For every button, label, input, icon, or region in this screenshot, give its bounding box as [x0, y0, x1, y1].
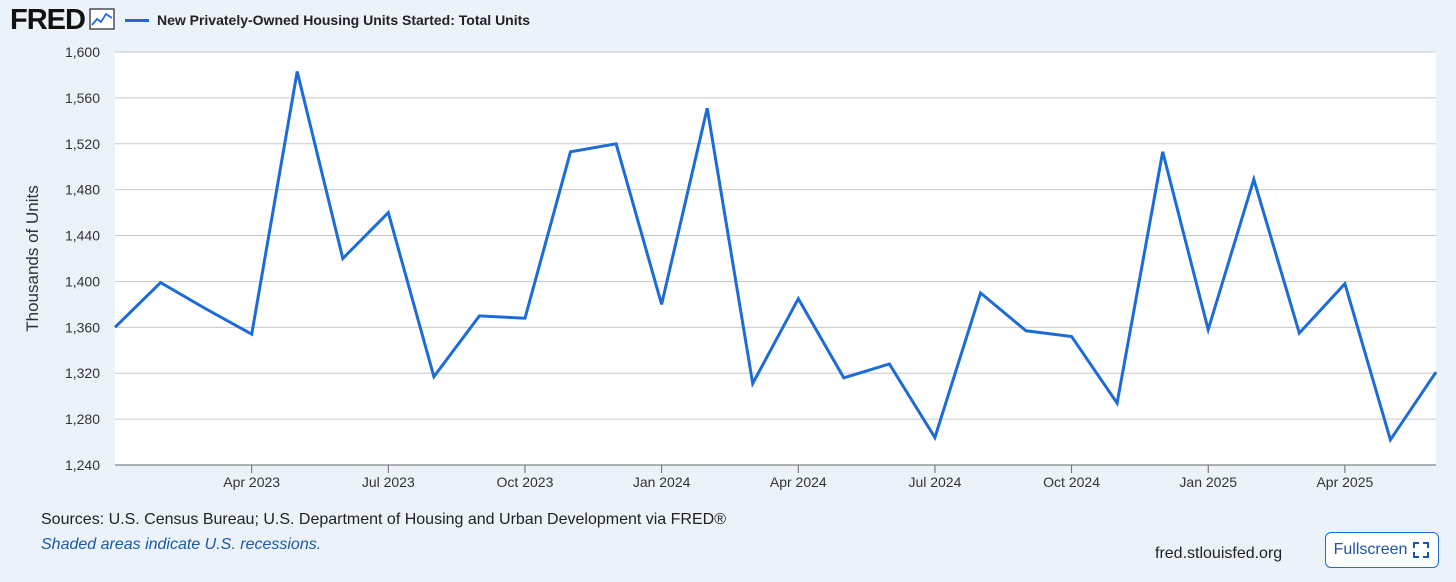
- x-tick-label: Jan 2024: [633, 474, 691, 490]
- fullscreen-label: Fullscreen: [1333, 541, 1408, 558]
- y-tick-label: 1,600: [65, 44, 100, 60]
- y-tick-label: 1,240: [65, 457, 100, 473]
- y-tick-label: 1,480: [65, 182, 100, 198]
- legend-label: New Privately-Owned Housing Units Starte…: [156, 12, 531, 28]
- y-tick-label: 1,400: [65, 273, 100, 289]
- x-tick-label: Apr 2025: [1316, 474, 1373, 490]
- x-tick-label: Jul 2023: [362, 474, 415, 490]
- y-axis-ticks: 1,240 1,280 1,320 1,360 1,400 1,440 1,480 1,520…: [65, 44, 100, 473]
- y-axis-label: Thousands of Units: [23, 185, 42, 331]
- recession-note: Shaded areas indicate U.S. recessions.: [41, 536, 322, 553]
- fred-url-link[interactable]: fred.stlouisfed.org: [1155, 545, 1283, 562]
- x-tick-label: Oct 2024: [1043, 474, 1100, 490]
- line-chart[interactable]: 1,240 1,280 1,320 1,360 1,400 1,440 1,480 1,520…: [0, 0, 1456, 500]
- fullscreen-icon: [1413, 542, 1430, 558]
- fred-logo[interactable]: FRED: [10, 4, 86, 36]
- x-tick-label: Apr 2024: [770, 474, 827, 490]
- y-tick-label: 1,560: [65, 90, 100, 106]
- x-tick-label: Oct 2023: [497, 474, 554, 490]
- series-line[interactable]: [113, 71, 1438, 444]
- chart-header: FRED New Privately-Owned Housing Units S…: [10, 4, 530, 36]
- x-tick-label: Jul 2024: [908, 474, 961, 490]
- y-tick-label: 1,360: [65, 319, 100, 335]
- legend: New Privately-Owned Housing Units Starte…: [121, 12, 530, 28]
- plot-area: [115, 52, 1436, 465]
- y-tick-label: 1,320: [65, 365, 100, 381]
- fullscreen-button[interactable]: Fullscreen: [1325, 532, 1439, 568]
- sources-note: Sources: U.S. Census Bureau; U.S. Depart…: [41, 511, 726, 528]
- legend-swatch: [124, 18, 149, 22]
- y-tick-label: 1,280: [65, 411, 100, 427]
- x-tick-label: Jan 2025: [1179, 474, 1237, 490]
- grid-lines: [115, 51, 1436, 466]
- chart-line-icon: [89, 7, 115, 35]
- y-tick-label: 1,440: [65, 228, 100, 244]
- x-axis-ticks: Apr 2023 Jul 2023 Oct 2023 Jan 2024 Apr 2024…: [223, 465, 1374, 490]
- x-tick-label: Apr 2023: [223, 474, 280, 490]
- y-tick-label: 1,520: [65, 136, 100, 152]
